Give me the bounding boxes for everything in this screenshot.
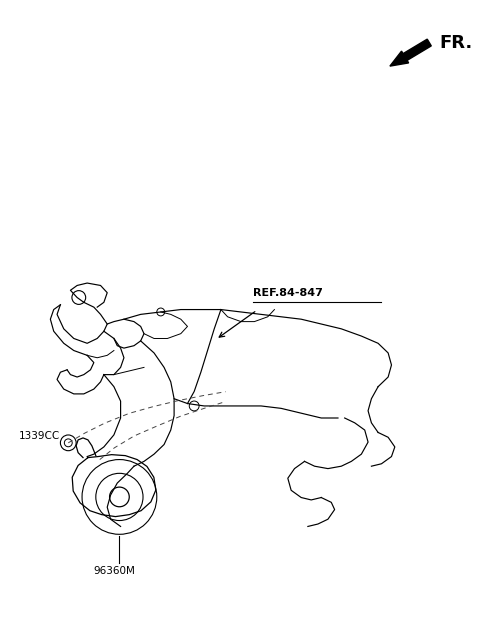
Polygon shape xyxy=(390,39,431,66)
Text: FR.: FR. xyxy=(439,34,472,51)
Text: 96360M: 96360M xyxy=(94,566,135,576)
Text: REF.84-847: REF.84-847 xyxy=(253,288,323,298)
Text: 1339CC: 1339CC xyxy=(19,431,60,441)
